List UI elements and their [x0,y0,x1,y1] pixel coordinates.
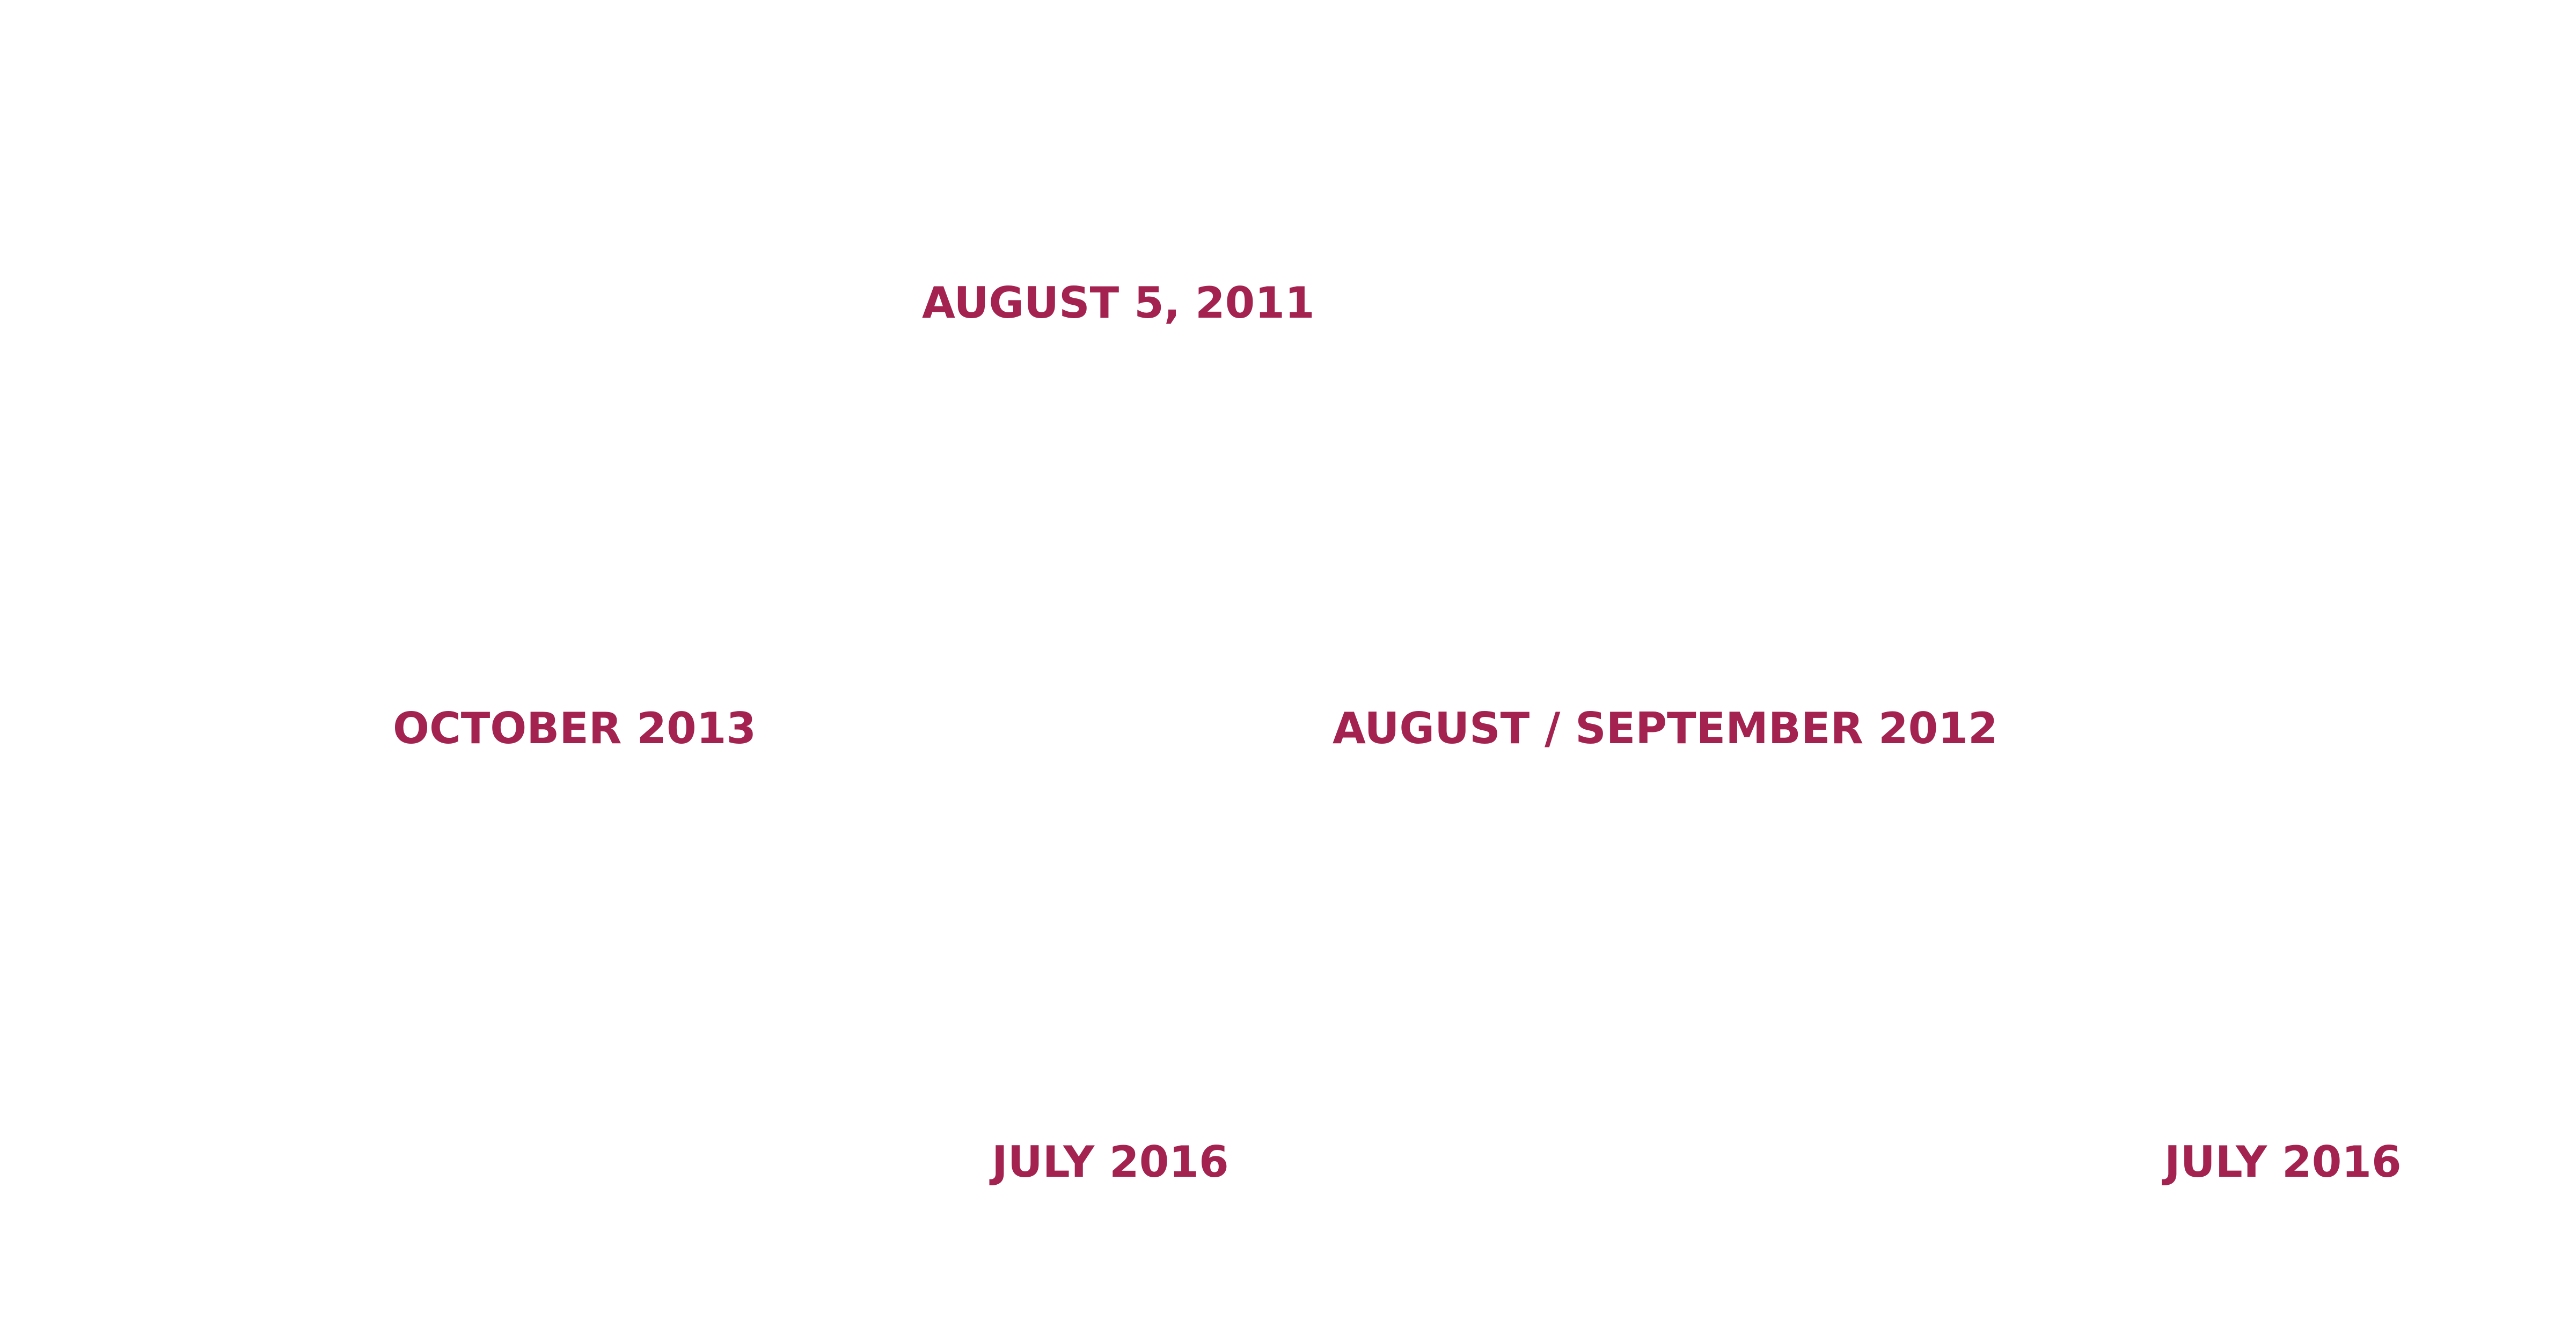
date-label-august-2011: AUGUST 5, 2011 [922,278,1315,328]
date-label-july-2016-left: JULY 2016 [992,1137,1229,1187]
date-label-july-2016-right: JULY 2016 [2164,1137,2402,1187]
date-label-october-2013: OCTOBER 2013 [393,703,757,753]
date-label-august-september-2012: AUGUST / SEPTEMBER 2012 [1333,703,1998,753]
